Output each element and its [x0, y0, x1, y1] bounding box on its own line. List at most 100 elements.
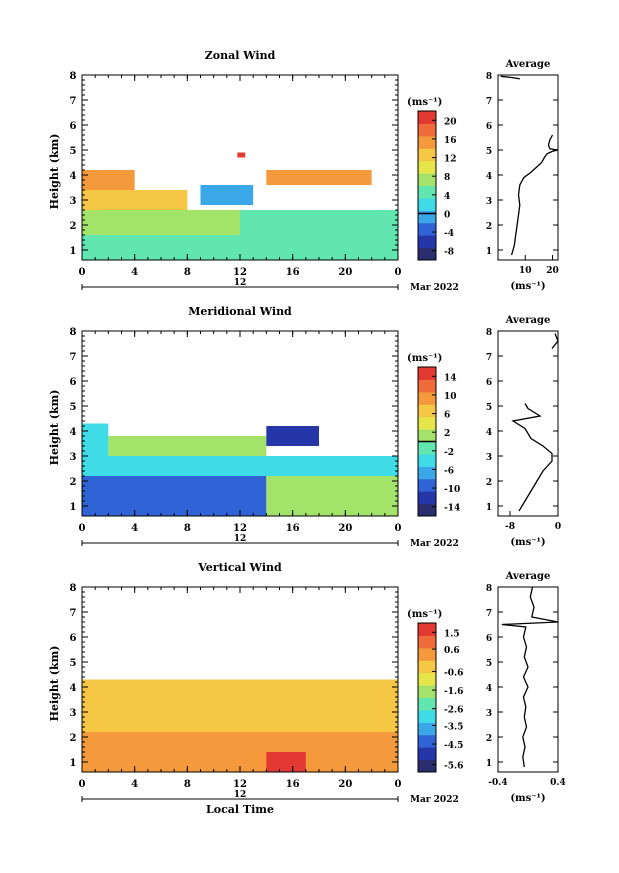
average-y-tick-label: 6 [486, 122, 492, 132]
x-tick-label: 8 [184, 267, 191, 278]
average-y-tick-label: 6 [486, 378, 492, 388]
average-line-upper [500, 75, 520, 80]
y-tick-label: 6 [70, 633, 77, 644]
y-tick-label: 4 [70, 171, 77, 182]
colorbar-swatch [418, 491, 436, 505]
x-tick-label: 0 [395, 267, 402, 278]
colorbar-tick-label: 8 [444, 173, 450, 183]
colorbar-tick-label: -14 [444, 504, 460, 514]
average-line-upper [551, 333, 559, 349]
y-tick-label: 6 [70, 121, 77, 132]
y-tick-label: 2 [70, 477, 77, 488]
average-y-tick-label: 5 [486, 147, 492, 157]
data-cell [266, 752, 306, 772]
colorbar-swatch [418, 441, 436, 455]
y-tick-label: 4 [70, 683, 77, 694]
colorbar-tick-label: 1.5 [444, 629, 460, 639]
y-tick-label: 1 [70, 758, 77, 769]
average-y-tick-label: 4 [486, 684, 492, 694]
y-tick-label: 4 [70, 427, 77, 438]
y-tick-label: 7 [70, 608, 77, 619]
colorbar-swatch [418, 685, 436, 698]
average-line [511, 403, 553, 512]
colorbar-tick-label: 16 [444, 136, 457, 146]
y-tick-label: 3 [70, 452, 77, 463]
average-x-tick-label: 0 [555, 522, 561, 532]
colorbar-swatch [418, 660, 436, 674]
average-x-tick-label: -0.4 [488, 778, 507, 788]
average-line [510, 134, 559, 256]
data-cell [82, 456, 398, 476]
y-tick-label: 3 [70, 196, 77, 207]
colorbar-swatch [418, 111, 436, 124]
average-y-tick-label: 1 [486, 247, 492, 257]
data-cell [82, 190, 188, 210]
colorbar-swatch [418, 466, 436, 480]
colorbar: (ms⁻¹) -8 -4 0 4 8 12 16 20 [407, 97, 457, 261]
colorbar-swatch [418, 367, 436, 380]
x-tick-label: 0 [395, 779, 402, 790]
data-cell [240, 210, 398, 235]
colorbar-swatch [418, 503, 436, 517]
data-cell [200, 185, 254, 205]
colorbar-tick-label: 4 [444, 192, 450, 202]
colorbar-swatch [418, 247, 436, 261]
data-cell [108, 436, 267, 456]
colorbar-tick-label: -8 [444, 248, 454, 258]
y-axis-label: Height (km) [48, 646, 61, 722]
colorbar-swatch [418, 722, 436, 736]
average-y-tick-label: 5 [486, 659, 492, 669]
x-tick-label: 20 [338, 523, 352, 534]
average-title: Average [505, 59, 551, 70]
average-y-tick-label: 3 [486, 197, 492, 207]
average-y-tick-label: 3 [486, 709, 492, 719]
colorbar-swatch [418, 709, 436, 723]
average-y-tick-label: 5 [486, 403, 492, 413]
colorbar-tick-label: -5.6 [444, 762, 463, 772]
average-frame [497, 586, 559, 773]
colorbar-swatch [418, 734, 436, 748]
colorbar-swatch [418, 697, 436, 711]
colorbar-swatch [418, 160, 436, 174]
average-y-tick-label: 4 [486, 172, 492, 182]
data-cell [82, 210, 240, 235]
day-label: 12 [234, 790, 247, 800]
day-label: 12 [234, 534, 247, 544]
colorbar-swatch [418, 391, 436, 405]
y-tick-label: 5 [70, 402, 77, 413]
average-x-tick-label: 20 [546, 266, 559, 276]
y-tick-label: 2 [70, 733, 77, 744]
data-cell [82, 476, 267, 516]
y-tick-label: 2 [70, 221, 77, 232]
y-tick-label: 8 [70, 583, 77, 594]
average-y-tick-label: 3 [486, 453, 492, 463]
date-label: Mar 2022 [410, 539, 459, 549]
y-tick-label: 8 [70, 327, 77, 338]
colorbar-swatch [418, 429, 436, 442]
colorbar-tick-label: -2.6 [444, 706, 463, 716]
colorbar-unit: (ms⁻¹) [407, 353, 442, 364]
data-cell [82, 679, 398, 732]
y-tick-label: 7 [70, 352, 77, 363]
colorbar-tick-label: 2 [444, 429, 450, 439]
y-tick-label: 3 [70, 708, 77, 719]
average-y-tick-label: 7 [486, 353, 492, 363]
colorbar-tick-label: -4 [444, 229, 454, 239]
colorbar-swatch [418, 185, 436, 199]
average-y-tick-label: 6 [486, 634, 492, 644]
average-y-tick-label: 1 [486, 503, 492, 513]
y-tick-label: 1 [70, 246, 77, 257]
colorbar-tick-label: 0.6 [444, 646, 460, 656]
colorbar-swatch [418, 148, 436, 162]
colorbar-swatch [418, 379, 436, 393]
colorbar-frame [417, 622, 437, 773]
x-tick-label: 8 [184, 523, 191, 534]
colorbar-swatch [418, 623, 436, 636]
average-profile: Average 1 2 3 4 5 6 7 8 -8 0 (ms⁻¹) [486, 315, 561, 548]
colorbar-swatch [418, 647, 436, 661]
average-x-tick-label: 0.4 [550, 778, 566, 788]
y-axis-label: Height (km) [48, 134, 61, 210]
